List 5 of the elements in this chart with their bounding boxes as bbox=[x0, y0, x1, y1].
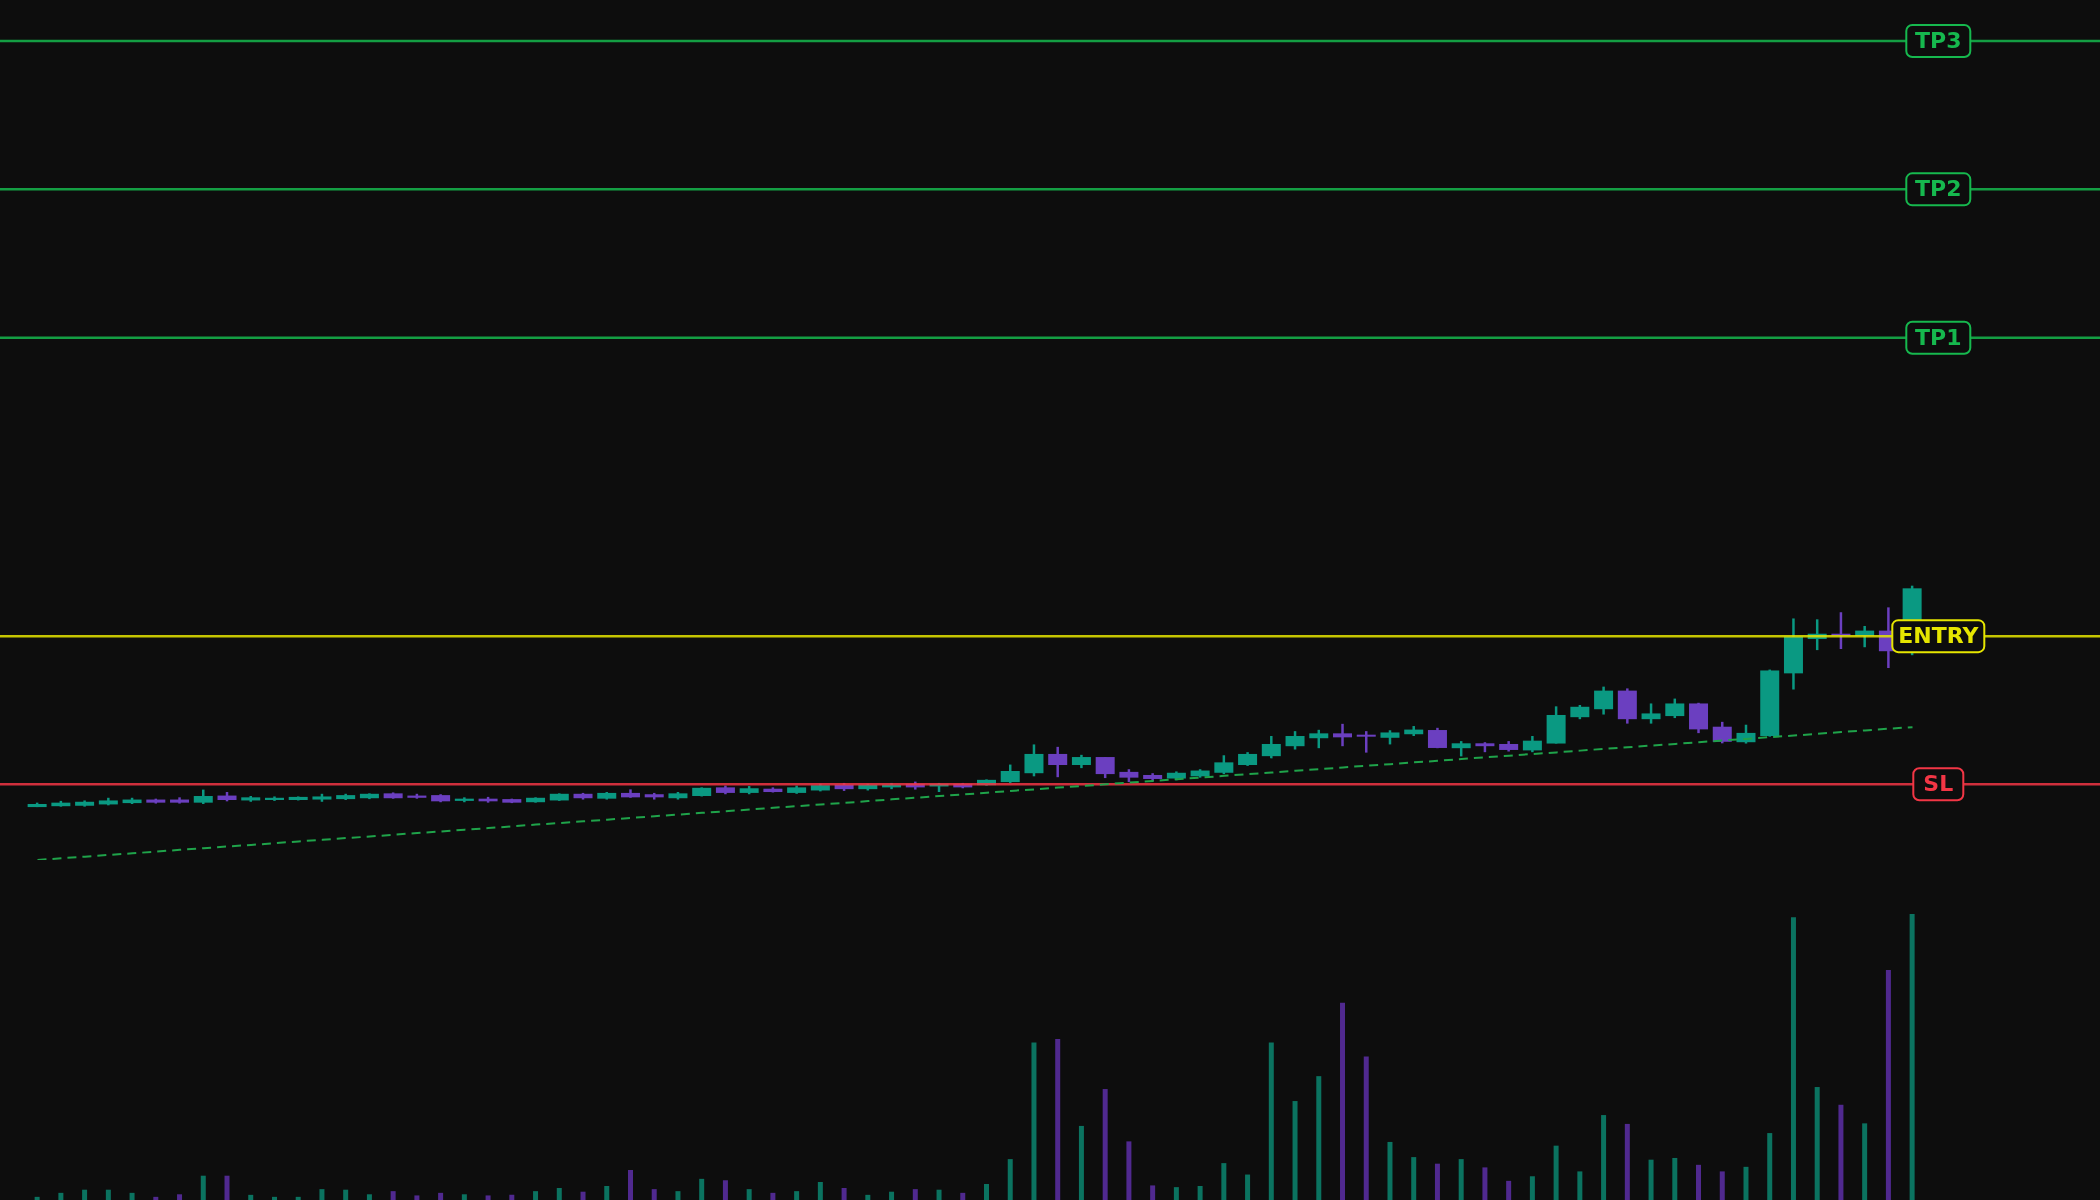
ref-line-label: SL bbox=[1923, 771, 1954, 797]
ref-line-label: TP2 bbox=[1915, 176, 1962, 202]
ref-line-label: ENTRY bbox=[1898, 623, 1980, 649]
ref-line-label: TP1 bbox=[1915, 324, 1962, 350]
ref-line-label: TP3 bbox=[1915, 28, 1962, 53]
